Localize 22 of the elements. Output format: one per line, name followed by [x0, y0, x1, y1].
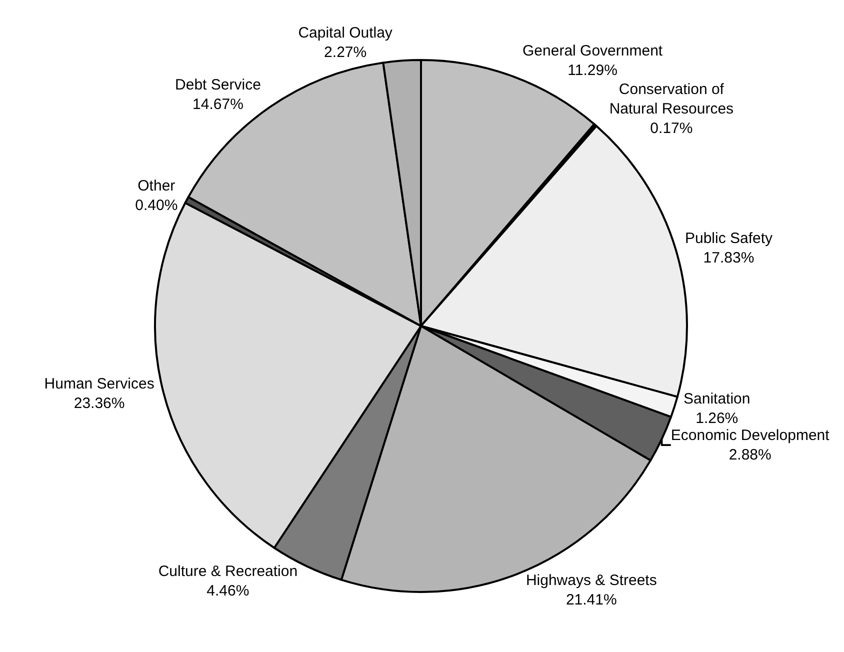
slice-label: Highways & Streets	[526, 572, 657, 589]
data-label: 21.41%	[566, 591, 617, 608]
data-label: 0.17%	[650, 120, 693, 138]
slice-label: Debt Service	[175, 76, 261, 94]
data-label: 2.27%	[324, 44, 367, 61]
data-label: 2.88%	[728, 446, 772, 464]
slice-label: Capital Outlay	[298, 24, 393, 42]
slice-label: Sanitation	[684, 390, 750, 408]
slice-label: Conservation of Natural Resources	[609, 81, 734, 118]
data-label: 4.46%	[206, 582, 250, 600]
slice-label: Other	[138, 178, 176, 195]
data-label: 23.36%	[74, 394, 125, 412]
data-label: 0.40%	[135, 197, 178, 214]
data-label: 11.29%	[568, 62, 618, 79]
data-label: 17.83%	[703, 250, 754, 267]
slice-label: General Government	[522, 42, 664, 60]
data-label: 1.26%	[696, 410, 738, 427]
slice-label: Public Safety	[684, 230, 774, 248]
slice-label: Human Services	[44, 375, 154, 392]
slice-label: Economic Development	[670, 426, 830, 444]
data-label: 14.67%	[192, 96, 244, 113]
slice-label: Culture & Recreation	[158, 562, 298, 580]
